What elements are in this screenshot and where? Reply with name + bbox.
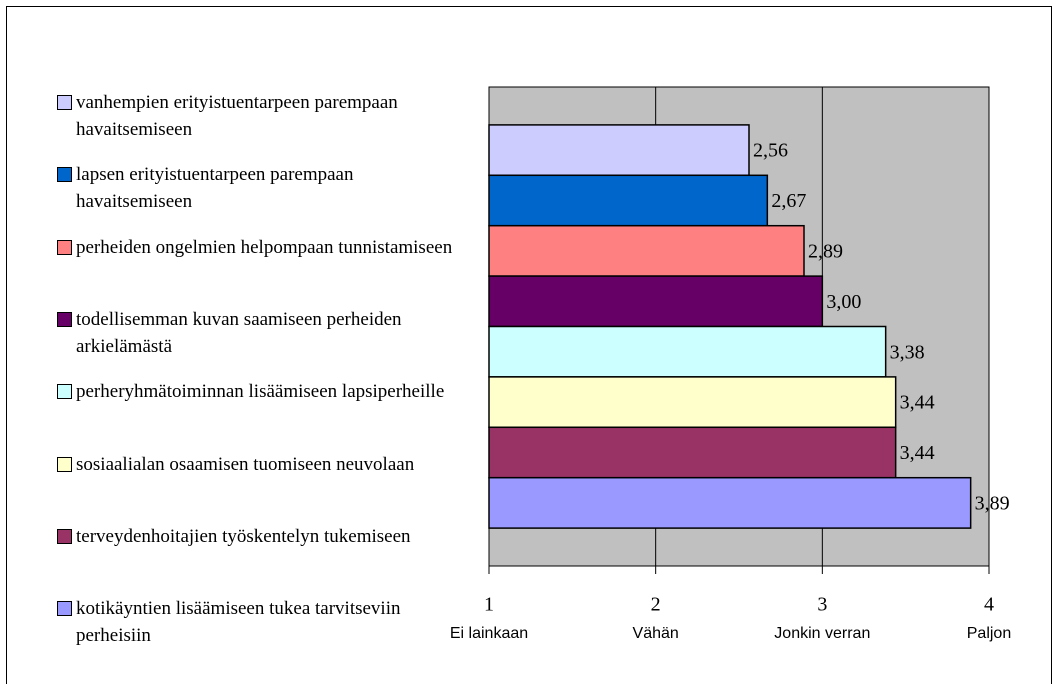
legend-swatch [57,601,72,617]
value-label: 2,89 [808,240,843,262]
x-tick-description: Ei lainkaan [450,625,528,642]
bar [488,325,887,378]
legend-entry: kotikäyntien lisäämiseen tukea tarvitsev… [57,595,467,649]
bar [488,426,897,479]
legend-entry: todellisemman kuvan saamiseen perheiden … [57,306,467,360]
legend-swatch [57,239,72,255]
legend-label: sosiaalialan osaamisen tuomiseen neuvola… [76,453,415,475]
legend-label: terveydenhoitajien työskentelyn tukemise… [76,525,411,547]
value-label: 2,67 [771,190,806,212]
value-label: 3,44 [900,392,935,414]
x-tick-label: 3 [817,594,827,616]
legend-label: lapsen erityistuentarpeen parempaan hava… [76,164,354,213]
value-label: 3,00 [826,291,861,313]
legend-entry: terveydenhoitajien työskentelyn tukemise… [57,523,467,550]
legend-label: vanhempien erityistuentarpeen parempaan … [76,92,398,140]
x-tick-label: 4 [984,594,994,616]
x-tick-label: 1 [484,594,494,616]
bar [488,275,824,328]
bar [488,224,805,277]
legend-label: todellisemman kuvan saamiseen perheiden … [76,308,402,357]
x-tick-description: Jonkin verran [774,625,870,642]
legend-swatch [57,528,72,544]
legend-swatch [57,311,72,327]
value-label: 3,44 [900,442,935,464]
legend-swatch [57,456,72,472]
bar [488,476,972,529]
legend-swatch [57,167,72,183]
legend-entry: lapsen erityistuentarpeen parempaan hava… [57,161,467,215]
value-label: 2,56 [753,140,788,162]
legend-label: kotikäyntien lisäämiseen tukea tarvitsev… [76,598,401,647]
bar [488,124,750,177]
frame [6,6,1052,684]
legend-label: perheiden ongelmien helpompaan tunnistam… [76,236,453,258]
legend-swatch [57,95,72,110]
legend-entry: vanhempien erityistuentarpeen parempaan … [57,89,467,143]
bar [488,376,897,429]
legend-entry: sosiaalialan osaamisen tuomiseen neuvola… [57,451,467,478]
x-tick-description: Vähän [633,625,679,642]
x-tick-description: Paljon [967,625,1011,642]
x-tick-label: 2 [651,594,661,616]
legend-label: perheryhmätoiminnan lisäämiseen lapsiper… [76,381,445,403]
value-label: 3,38 [890,341,925,363]
legend-entry: perheryhmätoiminnan lisäämiseen lapsiper… [57,378,467,405]
value-label: 3,89 [975,492,1010,514]
legend-swatch [57,384,72,400]
legend-entry: perheiden ongelmien helpompaan tunnistam… [57,234,467,261]
bar [488,174,769,227]
